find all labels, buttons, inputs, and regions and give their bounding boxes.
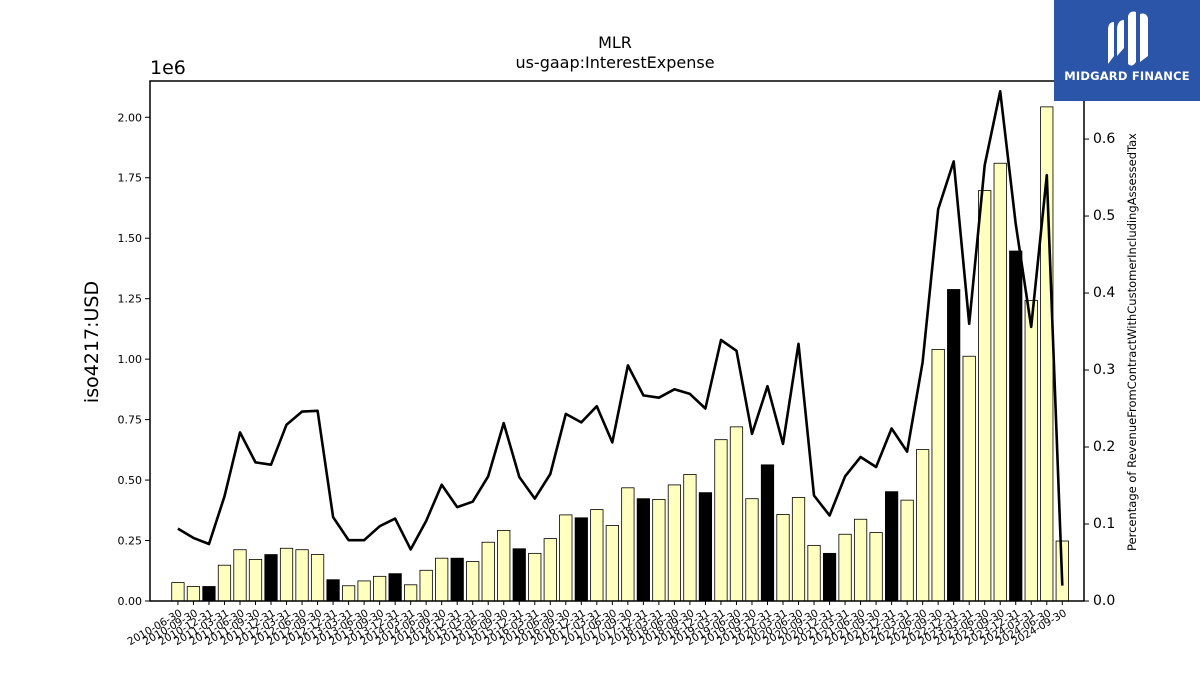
bar bbox=[171, 582, 185, 602]
bar bbox=[962, 355, 976, 602]
bar bbox=[202, 586, 216, 602]
y-tick-label: 2.00 bbox=[118, 111, 143, 124]
bar bbox=[698, 492, 713, 602]
bar bbox=[388, 573, 402, 602]
bar bbox=[497, 529, 511, 602]
bar bbox=[807, 544, 821, 602]
bar bbox=[822, 552, 837, 602]
series-line bbox=[177, 90, 1064, 586]
y2-tick-label: 0.6 bbox=[1093, 131, 1115, 147]
bar bbox=[574, 517, 588, 602]
bar bbox=[310, 554, 325, 602]
y2-tick-label: 0.1 bbox=[1093, 516, 1115, 532]
bar bbox=[590, 509, 604, 602]
bar bbox=[683, 474, 697, 602]
y2-tick-label: 0.4 bbox=[1093, 285, 1115, 301]
bar bbox=[373, 575, 387, 602]
bar bbox=[621, 487, 635, 602]
chart-subtitle: us-gaap:InterestExpense bbox=[515, 53, 714, 72]
bar bbox=[419, 569, 433, 602]
bar bbox=[993, 162, 1007, 602]
bar bbox=[326, 579, 340, 602]
y-tick-label: 1.25 bbox=[118, 293, 143, 306]
bar bbox=[404, 584, 418, 602]
bar bbox=[900, 499, 914, 602]
bar bbox=[481, 541, 495, 602]
bar bbox=[885, 491, 899, 602]
bar bbox=[248, 559, 263, 602]
bar bbox=[776, 514, 790, 602]
bar bbox=[916, 449, 930, 602]
y-tick-label: 1.75 bbox=[118, 172, 143, 185]
bar bbox=[559, 514, 573, 602]
bar bbox=[450, 557, 464, 602]
y2-tick-label: 0.3 bbox=[1093, 362, 1115, 378]
bar bbox=[279, 547, 294, 602]
y-tick-label: 0.00 bbox=[118, 595, 143, 608]
bar bbox=[652, 499, 666, 602]
bar bbox=[341, 585, 356, 602]
bar bbox=[528, 552, 542, 602]
y2-tick-label: 0.5 bbox=[1093, 208, 1115, 224]
y2-tick-label: 0.0 bbox=[1093, 593, 1115, 609]
bar bbox=[512, 548, 526, 602]
bar bbox=[1009, 250, 1023, 602]
y-axis-label: iso4217:USD bbox=[81, 281, 103, 403]
chart-title: MLR bbox=[598, 33, 632, 52]
bar bbox=[760, 464, 775, 602]
bar bbox=[636, 498, 650, 602]
y-tick-label: 0.75 bbox=[118, 414, 143, 427]
bar bbox=[186, 586, 201, 602]
bar bbox=[217, 564, 232, 602]
bar bbox=[605, 525, 619, 602]
bar bbox=[466, 561, 480, 602]
bar bbox=[869, 532, 883, 602]
bar bbox=[729, 426, 744, 602]
bar bbox=[667, 484, 682, 602]
x-axis: 2010-06-302010-09-302010-12-312011-03-31… bbox=[126, 601, 1069, 648]
y-offset-label: 1e6 bbox=[150, 57, 186, 79]
bars bbox=[171, 106, 1069, 602]
logo-text: MIDGARD FINANCE bbox=[1064, 69, 1190, 83]
bar bbox=[978, 190, 992, 602]
y2-axis: 0.0 0.1 0.2 0.3 0.4 0.5 0.6 bbox=[1084, 131, 1115, 609]
line-layer bbox=[177, 90, 1064, 586]
bar bbox=[357, 580, 371, 602]
bar bbox=[295, 549, 309, 602]
bar bbox=[931, 349, 945, 602]
bar bbox=[853, 518, 868, 602]
bar bbox=[838, 533, 852, 602]
bar bbox=[714, 439, 728, 602]
midgard-logo-icon bbox=[1108, 11, 1148, 66]
y2-axis-label: Percentage of RevenueFromContractWithCus… bbox=[1125, 133, 1139, 551]
bar bbox=[264, 554, 278, 602]
bar bbox=[435, 557, 449, 602]
bar bbox=[1024, 299, 1038, 602]
y-axis: 0.00 0.25 0.50 0.75 1.00 1.25 1.50 1.75 2.00 bbox=[118, 111, 150, 608]
y2-tick-label: 0.2 bbox=[1093, 439, 1115, 455]
bar bbox=[233, 549, 247, 602]
bar bbox=[791, 497, 806, 602]
bar bbox=[543, 538, 557, 602]
y-tick-label: 0.50 bbox=[118, 474, 143, 487]
plot-frame bbox=[149, 80, 1085, 602]
bar bbox=[745, 498, 759, 602]
y-tick-label: 0.25 bbox=[118, 535, 143, 548]
bar bbox=[947, 289, 961, 602]
y-tick-label: 1.50 bbox=[118, 232, 143, 245]
y-tick-label: 1.00 bbox=[118, 353, 143, 366]
midgard-finance-logo: MIDGARD FINANCE bbox=[1054, 0, 1200, 101]
